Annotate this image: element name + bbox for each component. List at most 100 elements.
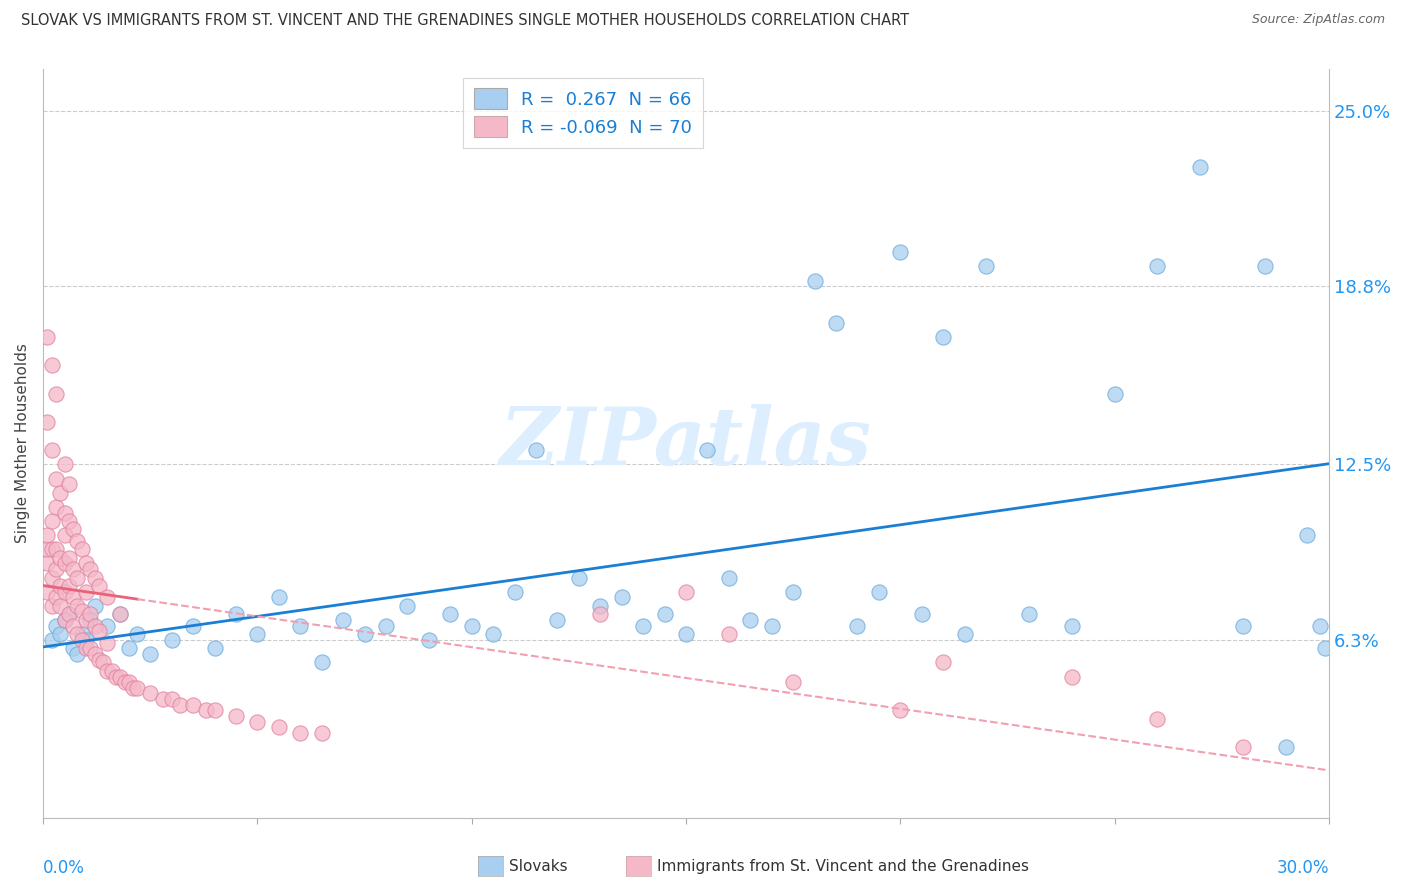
Point xyxy=(91,656,114,670)
Point xyxy=(45,472,67,486)
Point xyxy=(79,613,101,627)
Point xyxy=(66,533,89,548)
Point xyxy=(66,647,89,661)
Point xyxy=(41,542,63,557)
Point xyxy=(37,584,59,599)
Point xyxy=(83,570,105,584)
Point xyxy=(1018,607,1040,622)
Point xyxy=(181,698,204,712)
Point xyxy=(75,641,97,656)
Point xyxy=(37,542,59,557)
Point xyxy=(396,599,419,613)
Point xyxy=(311,726,333,740)
Point xyxy=(225,607,247,622)
Point xyxy=(654,607,676,622)
Point xyxy=(66,570,89,584)
Point xyxy=(631,618,654,632)
Point xyxy=(79,641,101,656)
Point xyxy=(105,669,128,683)
Point xyxy=(41,359,63,373)
Point xyxy=(740,613,762,627)
Point xyxy=(418,632,440,647)
Point xyxy=(717,570,740,584)
Point xyxy=(1104,386,1126,401)
Point xyxy=(803,274,825,288)
Point xyxy=(110,607,132,622)
Point xyxy=(246,714,269,729)
Point xyxy=(139,686,162,700)
Point xyxy=(195,703,218,717)
Point xyxy=(932,330,955,344)
Point xyxy=(70,605,93,619)
Point xyxy=(110,669,132,683)
Point xyxy=(41,514,63,528)
Point xyxy=(53,584,76,599)
Point xyxy=(53,613,76,627)
Point xyxy=(204,641,226,656)
Point xyxy=(846,618,869,632)
Point xyxy=(70,542,93,557)
Point xyxy=(87,652,110,666)
Text: 0.0%: 0.0% xyxy=(44,859,86,877)
Point xyxy=(41,570,63,584)
Point xyxy=(114,675,136,690)
Point xyxy=(70,627,93,641)
Text: 30.0%: 30.0% xyxy=(1277,859,1329,877)
Point xyxy=(225,709,247,723)
Point xyxy=(87,624,110,639)
Point xyxy=(49,627,72,641)
Point xyxy=(83,618,105,632)
Point xyxy=(911,607,934,622)
Point xyxy=(127,681,149,695)
Point xyxy=(160,692,183,706)
Point xyxy=(118,641,141,656)
Point xyxy=(375,618,398,632)
Point xyxy=(62,562,84,576)
Point xyxy=(96,635,118,649)
Point xyxy=(45,542,67,557)
Point xyxy=(62,523,84,537)
Point xyxy=(83,599,105,613)
Point xyxy=(75,557,97,571)
Point xyxy=(53,528,76,542)
Point xyxy=(62,641,84,656)
Point xyxy=(49,599,72,613)
Point xyxy=(1060,669,1083,683)
Point xyxy=(75,584,97,599)
Point xyxy=(110,607,132,622)
Point xyxy=(75,632,97,647)
Point xyxy=(127,627,149,641)
Text: Slovaks: Slovaks xyxy=(509,859,568,873)
Point xyxy=(58,607,80,622)
Point xyxy=(53,506,76,520)
Point xyxy=(58,607,80,622)
Point xyxy=(87,579,110,593)
Point xyxy=(45,386,67,401)
Point xyxy=(79,562,101,576)
Point xyxy=(49,485,72,500)
Point xyxy=(482,627,505,641)
Point xyxy=(62,591,84,605)
Point xyxy=(37,528,59,542)
Point xyxy=(75,613,97,627)
Point xyxy=(58,550,80,565)
Point xyxy=(152,692,174,706)
Point xyxy=(37,557,59,571)
Point xyxy=(96,664,118,678)
Point xyxy=(610,591,633,605)
Point xyxy=(41,632,63,647)
Point xyxy=(1296,528,1319,542)
Text: ZIPatlas: ZIPatlas xyxy=(501,404,872,482)
Point xyxy=(1313,641,1336,656)
Point xyxy=(37,330,59,344)
Point xyxy=(974,260,997,274)
Point xyxy=(439,607,461,622)
Point xyxy=(41,443,63,458)
Point xyxy=(761,618,783,632)
Point xyxy=(45,591,67,605)
Point xyxy=(503,584,526,599)
Point xyxy=(45,500,67,514)
Point xyxy=(139,647,162,661)
Point xyxy=(1189,161,1212,175)
Point xyxy=(868,584,890,599)
